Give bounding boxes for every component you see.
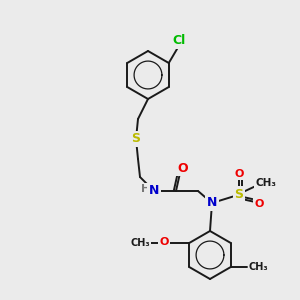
Text: O: O	[178, 161, 188, 175]
Text: CH₃: CH₃	[256, 178, 277, 188]
Text: O: O	[160, 237, 169, 247]
Text: O: O	[234, 169, 244, 179]
Text: Cl: Cl	[172, 34, 185, 47]
Text: O: O	[254, 199, 264, 209]
Text: N: N	[149, 184, 159, 197]
Text: S: S	[235, 188, 244, 200]
Text: H: H	[141, 184, 151, 194]
Text: CH₃: CH₃	[249, 262, 268, 272]
Text: S: S	[131, 133, 140, 146]
Text: N: N	[207, 196, 217, 209]
Text: CH₃: CH₃	[130, 238, 150, 248]
